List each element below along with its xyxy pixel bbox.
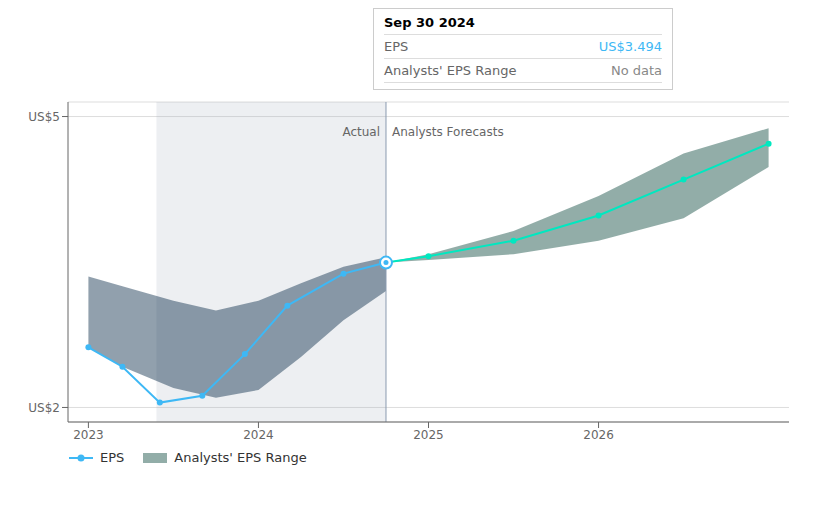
html-text:Sep 30 2024: Sep 30 2024 xyxy=(384,15,475,30)
html-text:EPS: EPS xyxy=(100,450,125,465)
html-text:EPS: EPS xyxy=(384,39,409,54)
html-text:No data: No data xyxy=(610,63,662,78)
html-text:Analysts' EPS Range: Analysts' EPS Range xyxy=(384,63,517,78)
svg-text:2023: 2023 xyxy=(73,428,104,442)
svg-text:2024: 2024 xyxy=(243,428,274,442)
svg-text:US$5: US$5 xyxy=(28,110,60,124)
svg-text:Actual: Actual xyxy=(342,125,380,139)
svg-text:2025: 2025 xyxy=(413,428,444,442)
html-text:Analysts' EPS Range: Analysts' EPS Range xyxy=(174,450,307,465)
svg-text:2026: 2026 xyxy=(583,428,614,442)
svg-text:Analysts Forecasts: Analysts Forecasts xyxy=(392,125,504,139)
html-text:US$3.494: US$3.494 xyxy=(598,39,662,54)
svg-text:US$2: US$2 xyxy=(28,401,60,415)
